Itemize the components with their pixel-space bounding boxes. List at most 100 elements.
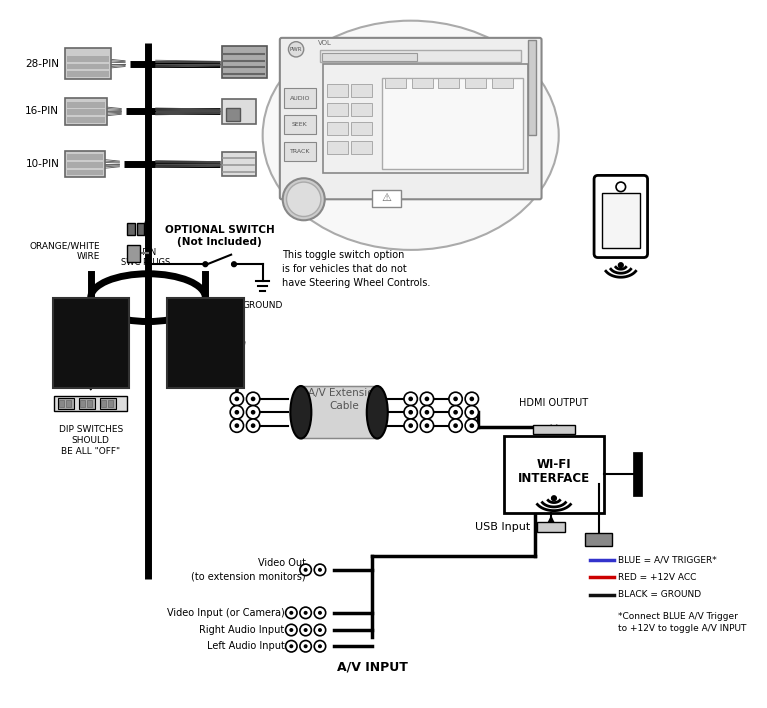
Text: RED = +12V ACC: RED = +12V ACC xyxy=(618,573,696,582)
Circle shape xyxy=(230,406,244,419)
FancyBboxPatch shape xyxy=(351,84,373,97)
Circle shape xyxy=(408,396,413,401)
FancyBboxPatch shape xyxy=(100,398,116,409)
FancyBboxPatch shape xyxy=(320,50,521,62)
Text: WI-FI: WI-FI xyxy=(537,458,571,472)
FancyBboxPatch shape xyxy=(54,396,127,411)
Circle shape xyxy=(300,607,311,619)
Circle shape xyxy=(251,423,255,428)
FancyBboxPatch shape xyxy=(222,152,256,176)
FancyBboxPatch shape xyxy=(222,99,256,124)
Circle shape xyxy=(425,410,430,415)
FancyBboxPatch shape xyxy=(280,38,542,199)
Ellipse shape xyxy=(291,386,311,438)
FancyBboxPatch shape xyxy=(594,176,647,258)
FancyBboxPatch shape xyxy=(327,141,347,154)
Circle shape xyxy=(318,644,322,649)
Circle shape xyxy=(453,410,458,415)
Text: 16-PIN: 16-PIN xyxy=(25,106,59,116)
FancyBboxPatch shape xyxy=(67,154,103,160)
Text: 2-PIN
SWC PLUGS: 2-PIN SWC PLUGS xyxy=(120,248,170,268)
Circle shape xyxy=(251,396,255,401)
Circle shape xyxy=(246,406,260,419)
Circle shape xyxy=(235,396,239,401)
Text: A/V INPUT: A/V INPUT xyxy=(337,661,408,674)
FancyBboxPatch shape xyxy=(327,103,347,116)
FancyBboxPatch shape xyxy=(67,56,109,62)
Circle shape xyxy=(465,419,479,433)
FancyBboxPatch shape xyxy=(504,436,604,513)
Text: (to extension monitors): (to extension monitors) xyxy=(191,571,305,581)
Ellipse shape xyxy=(367,386,388,438)
Circle shape xyxy=(404,419,417,433)
Circle shape xyxy=(408,423,413,428)
Text: USB Input: USB Input xyxy=(475,522,530,532)
Circle shape xyxy=(289,628,293,632)
Circle shape xyxy=(465,406,479,419)
Circle shape xyxy=(420,419,433,433)
Text: A/V Extension
Cable: A/V Extension Cable xyxy=(308,389,380,411)
Text: This toggle switch option
is for vehicles that do not
have Steering Wheel Contro: This toggle switch option is for vehicle… xyxy=(281,250,430,288)
Text: HDMI OUTPUT: HDMI OUTPUT xyxy=(519,398,588,408)
Circle shape xyxy=(408,410,413,415)
FancyBboxPatch shape xyxy=(101,400,106,408)
FancyBboxPatch shape xyxy=(59,400,64,408)
Circle shape xyxy=(232,262,236,267)
FancyBboxPatch shape xyxy=(67,110,105,115)
FancyBboxPatch shape xyxy=(284,142,316,161)
FancyBboxPatch shape xyxy=(492,78,513,88)
FancyBboxPatch shape xyxy=(66,400,71,408)
Circle shape xyxy=(285,641,297,652)
Text: GROUND: GROUND xyxy=(242,300,283,309)
Circle shape xyxy=(404,392,417,406)
FancyBboxPatch shape xyxy=(528,40,536,135)
Text: BLUE = A/V TRIGGER*: BLUE = A/V TRIGGER* xyxy=(618,556,717,565)
Circle shape xyxy=(453,423,458,428)
FancyBboxPatch shape xyxy=(65,98,107,125)
FancyBboxPatch shape xyxy=(65,151,105,177)
Circle shape xyxy=(314,607,326,619)
Circle shape xyxy=(203,262,208,267)
Circle shape xyxy=(616,182,626,192)
Circle shape xyxy=(469,410,474,415)
Text: Video Input (or Camera): Video Input (or Camera) xyxy=(167,608,285,618)
FancyBboxPatch shape xyxy=(439,78,459,88)
FancyBboxPatch shape xyxy=(137,223,144,234)
Circle shape xyxy=(404,406,417,419)
Circle shape xyxy=(246,419,260,433)
Circle shape xyxy=(449,406,463,419)
Text: *Connect BLUE A/V Trigger
to +12V to toggle A/V INPUT: *Connect BLUE A/V Trigger to +12V to tog… xyxy=(618,612,747,633)
Circle shape xyxy=(235,423,239,428)
Text: ORANGE/WHITE
WIRE: ORANGE/WHITE WIRE xyxy=(30,241,100,261)
Circle shape xyxy=(246,392,260,406)
Circle shape xyxy=(420,392,433,406)
FancyBboxPatch shape xyxy=(226,108,240,121)
FancyBboxPatch shape xyxy=(58,398,74,409)
FancyBboxPatch shape xyxy=(351,103,373,116)
FancyBboxPatch shape xyxy=(67,117,105,123)
Circle shape xyxy=(285,624,297,636)
Circle shape xyxy=(235,410,239,415)
Circle shape xyxy=(425,396,430,401)
Text: 10-PIN: 10-PIN xyxy=(25,159,59,169)
FancyBboxPatch shape xyxy=(67,170,103,176)
Circle shape xyxy=(304,568,308,572)
Circle shape xyxy=(287,182,321,217)
Circle shape xyxy=(420,406,433,419)
FancyBboxPatch shape xyxy=(79,398,94,409)
FancyBboxPatch shape xyxy=(67,162,103,168)
Circle shape xyxy=(469,423,474,428)
Circle shape xyxy=(288,42,304,57)
Text: OPTIONAL SWITCH
(Not Included): OPTIONAL SWITCH (Not Included) xyxy=(165,224,275,247)
Circle shape xyxy=(425,423,430,428)
Circle shape xyxy=(551,496,556,501)
Circle shape xyxy=(289,611,293,615)
Circle shape xyxy=(465,392,479,406)
Text: Left Audio Input: Left Audio Input xyxy=(207,641,285,651)
Ellipse shape xyxy=(262,21,558,250)
Circle shape xyxy=(230,392,244,406)
Circle shape xyxy=(289,644,293,649)
Text: VOL: VOL xyxy=(318,40,331,45)
Circle shape xyxy=(318,628,322,632)
FancyBboxPatch shape xyxy=(127,223,135,234)
